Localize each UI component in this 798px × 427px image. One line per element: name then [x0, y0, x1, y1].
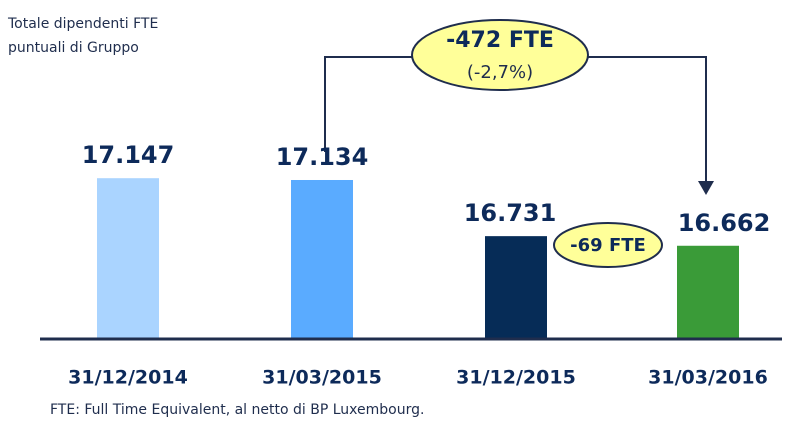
chart-title: Totale dipendenti FTE: [7, 16, 158, 32]
x-tick-label: 31/12/2014: [68, 367, 188, 389]
x-tick-label: 31/03/2015: [262, 367, 382, 389]
x-tick-label: 31/12/2015: [456, 367, 576, 389]
callout: [553, 222, 663, 268]
bar: [677, 245, 739, 338]
annotation: -472 FTE: [446, 28, 554, 53]
annotation: (-2,7%): [467, 62, 533, 83]
footnote: FTE: Full Time Equivalent, al netto di B…: [50, 402, 424, 418]
callout: [411, 19, 589, 91]
bar: [485, 236, 547, 338]
x-tick-label: 31/03/2016: [648, 367, 768, 389]
data-label: 16.662: [678, 209, 771, 237]
bar: [97, 178, 159, 338]
data-label: 16.731: [464, 199, 557, 227]
chart-title: puntuali di Gruppo: [8, 40, 139, 56]
bar: [291, 179, 353, 338]
annotation: -69 FTE: [570, 235, 646, 256]
arrow-head: [698, 181, 714, 195]
data-label: 17.147: [82, 141, 175, 169]
data-label: 17.134: [276, 143, 369, 171]
